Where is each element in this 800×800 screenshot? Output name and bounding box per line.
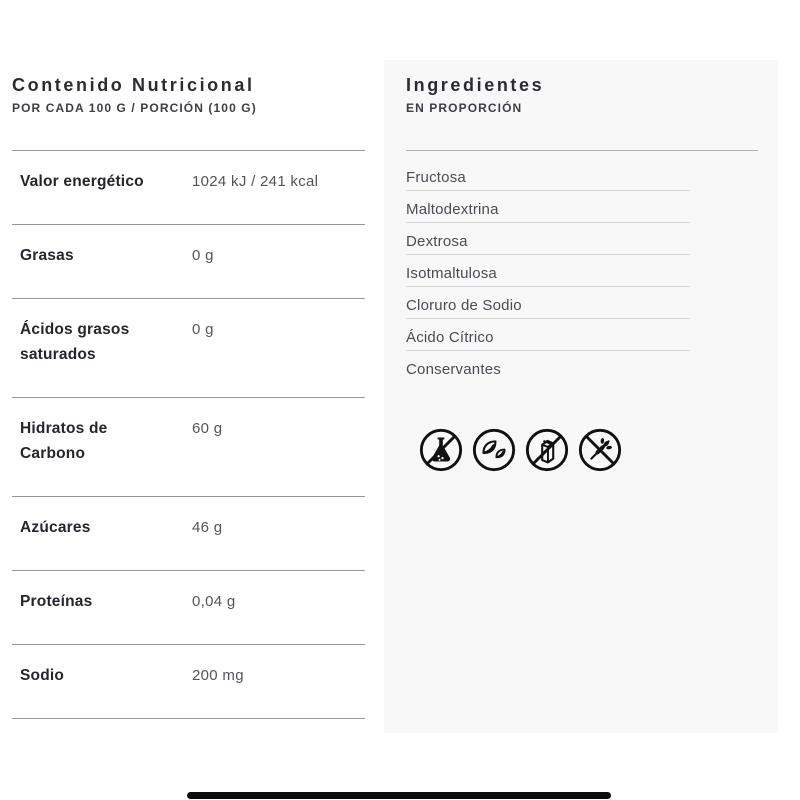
nutrition-facts-section: Contenido Nutricional POR CADA 100 G / P…: [12, 74, 365, 719]
lactose-free-icon: [524, 427, 570, 473]
ingredient-item: Dextrosa: [406, 223, 690, 255]
table-row: Grasas 0 g: [12, 224, 365, 298]
nutrient-value: 46 g: [192, 519, 223, 536]
table-row: Azúcares 46 g: [12, 496, 365, 570]
ingredient-item: Conservantes: [406, 361, 501, 378]
table-row: Hidratos de Carbono 60 g: [12, 397, 365, 496]
nutrient-value: 0 g: [192, 321, 214, 338]
nutrient-label: Sodio: [20, 667, 65, 684]
ingredients-subtitle: EN PROPORCIÓN: [406, 101, 523, 115]
ingredients-divider: [406, 150, 758, 151]
nutrition-subtitle: POR CADA 100 G / PORCIÓN (100 G): [12, 101, 257, 115]
ingredients-section: Ingredientes EN PROPORCIÓN Fructosa Malt…: [384, 60, 778, 733]
nutrient-label: Valor energético: [20, 173, 144, 190]
ingredient-item: Isotmaltulosa: [406, 255, 690, 287]
nutrient-label: Hidratos de Carbono: [20, 420, 108, 462]
no-chemicals-icon: [418, 427, 464, 473]
table-row: Proteínas 0,04 g: [12, 570, 365, 644]
nutrient-label: Proteínas: [20, 593, 93, 610]
table-row: Ácidos grasos saturados 0 g: [12, 298, 365, 397]
nutrient-value: 60 g: [192, 420, 223, 437]
nutrition-title: Contenido Nutricional: [12, 75, 255, 95]
nutrient-value: 0,04 g: [192, 593, 236, 610]
home-indicator-bar[interactable]: [187, 792, 611, 799]
nutrient-value: 200 mg: [192, 667, 244, 684]
table-row: Sodio 200 mg: [12, 644, 365, 718]
ingredient-item: Cloruro de Sodio: [406, 287, 690, 319]
ingredients-title: Ingredientes: [406, 75, 545, 95]
ingredient-item: Maltodextrina: [406, 191, 690, 223]
nutrient-label: Grasas: [20, 247, 74, 264]
ingredients-list: Fructosa Maltodextrina Dextrosa Isotmalt…: [406, 159, 690, 383]
nutrient-value: 1024 kJ / 241 kcal: [192, 173, 319, 190]
dietary-badges: [418, 427, 778, 473]
table-row: Valor energético 1024 kJ / 241 kcal: [12, 150, 365, 224]
nutrient-label: Ácidos grasos saturados: [20, 321, 130, 363]
nutrition-table: Valor energético 1024 kJ / 241 kcal Gras…: [12, 150, 365, 719]
nutrient-value: 0 g: [192, 247, 214, 264]
natural-leaves-icon: [471, 427, 517, 473]
ingredient-item: Fructosa: [406, 159, 690, 191]
nutrient-label: Azúcares: [20, 519, 91, 536]
ingredient-item: Ácido Cítrico: [406, 319, 690, 351]
gluten-free-icon: [577, 427, 623, 473]
